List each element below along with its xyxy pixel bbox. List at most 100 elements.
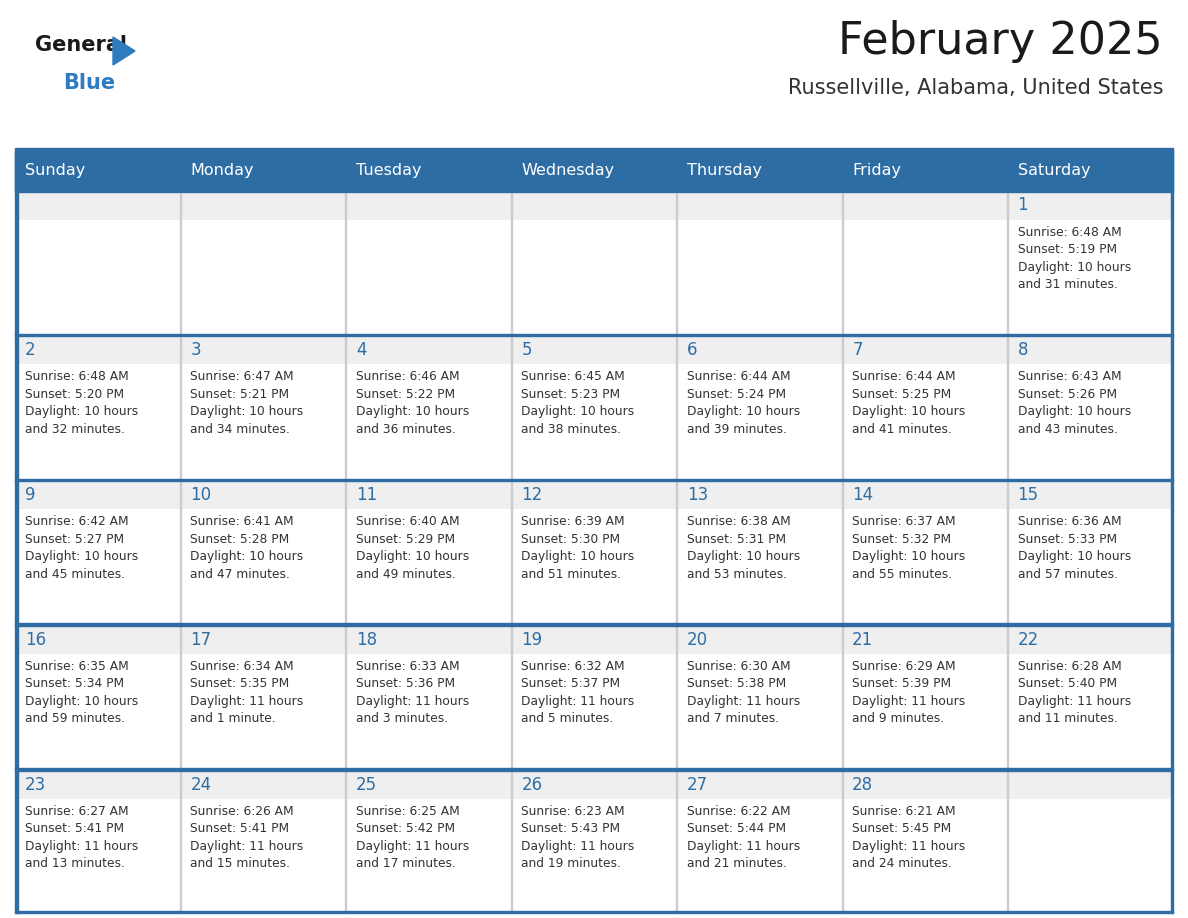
Text: Sunset: 5:45 PM: Sunset: 5:45 PM: [852, 823, 952, 835]
Bar: [842, 481, 1007, 509]
Bar: [1007, 771, 1173, 799]
Text: Sunrise: 6:21 AM: Sunrise: 6:21 AM: [852, 805, 956, 818]
Text: 22: 22: [1018, 631, 1038, 649]
Text: Daylight: 11 hours: Daylight: 11 hours: [852, 695, 966, 708]
Bar: [181, 481, 346, 623]
Text: Sunrise: 6:39 AM: Sunrise: 6:39 AM: [522, 515, 625, 528]
Text: Daylight: 11 hours: Daylight: 11 hours: [852, 840, 966, 853]
Text: 7: 7: [852, 341, 862, 359]
Text: Sunset: 5:24 PM: Sunset: 5:24 PM: [687, 387, 785, 401]
Text: 28: 28: [852, 776, 873, 794]
Text: Daylight: 10 hours: Daylight: 10 hours: [190, 550, 304, 563]
Bar: [15, 336, 181, 364]
Bar: [1007, 626, 1173, 768]
Text: Blue: Blue: [63, 73, 115, 93]
Text: and 39 minutes.: and 39 minutes.: [687, 423, 786, 436]
Text: 20: 20: [687, 631, 708, 649]
Text: Sunset: 5:39 PM: Sunset: 5:39 PM: [852, 677, 952, 690]
Text: Sunrise: 6:37 AM: Sunrise: 6:37 AM: [852, 515, 956, 528]
Text: Sunset: 5:28 PM: Sunset: 5:28 PM: [190, 532, 290, 545]
Text: Sunrise: 6:47 AM: Sunrise: 6:47 AM: [190, 370, 295, 384]
Bar: [1007, 336, 1173, 364]
Text: and 24 minutes.: and 24 minutes.: [852, 857, 952, 870]
Text: Sunset: 5:27 PM: Sunset: 5:27 PM: [25, 532, 124, 545]
Text: and 11 minutes.: and 11 minutes.: [1018, 712, 1118, 725]
Text: Daylight: 10 hours: Daylight: 10 hours: [25, 695, 138, 708]
Text: Sunrise: 6:46 AM: Sunrise: 6:46 AM: [356, 370, 460, 384]
Text: 25: 25: [356, 776, 377, 794]
Text: Sunrise: 6:36 AM: Sunrise: 6:36 AM: [1018, 515, 1121, 528]
Text: Sunset: 5:34 PM: Sunset: 5:34 PM: [25, 677, 124, 690]
Text: Sunset: 5:35 PM: Sunset: 5:35 PM: [190, 677, 290, 690]
Text: Daylight: 10 hours: Daylight: 10 hours: [522, 550, 634, 563]
Text: 10: 10: [190, 487, 211, 504]
Bar: [346, 626, 511, 654]
Bar: [1007, 771, 1173, 913]
Text: and 15 minutes.: and 15 minutes.: [190, 857, 290, 870]
Text: Sunrise: 6:30 AM: Sunrise: 6:30 AM: [687, 660, 790, 673]
Text: Sunset: 5:31 PM: Sunset: 5:31 PM: [687, 532, 785, 545]
Text: Sunrise: 6:45 AM: Sunrise: 6:45 AM: [522, 370, 625, 384]
Text: Daylight: 10 hours: Daylight: 10 hours: [1018, 261, 1131, 274]
Text: Sunrise: 6:43 AM: Sunrise: 6:43 AM: [1018, 370, 1121, 384]
Bar: [842, 481, 1007, 623]
Text: Daylight: 11 hours: Daylight: 11 hours: [522, 695, 634, 708]
Text: Daylight: 11 hours: Daylight: 11 hours: [190, 695, 304, 708]
Text: Sunrise: 6:33 AM: Sunrise: 6:33 AM: [356, 660, 460, 673]
Bar: [842, 626, 1007, 654]
Text: Sunset: 5:40 PM: Sunset: 5:40 PM: [1018, 677, 1117, 690]
Text: Sunset: 5:32 PM: Sunset: 5:32 PM: [852, 532, 952, 545]
Text: 24: 24: [190, 776, 211, 794]
Bar: [181, 336, 346, 478]
Text: Daylight: 11 hours: Daylight: 11 hours: [1018, 695, 1131, 708]
Text: and 53 minutes.: and 53 minutes.: [687, 567, 786, 580]
Bar: [1007, 481, 1173, 623]
Bar: [15, 151, 1173, 189]
Text: Sunset: 5:29 PM: Sunset: 5:29 PM: [356, 532, 455, 545]
Bar: [842, 192, 1007, 334]
Text: and 41 minutes.: and 41 minutes.: [852, 423, 952, 436]
Bar: [842, 336, 1007, 478]
Text: and 1 minute.: and 1 minute.: [190, 712, 276, 725]
Text: Sunrise: 6:48 AM: Sunrise: 6:48 AM: [1018, 226, 1121, 239]
Bar: [511, 771, 677, 913]
Bar: [15, 336, 181, 478]
Text: Sunrise: 6:38 AM: Sunrise: 6:38 AM: [687, 515, 790, 528]
Bar: [677, 192, 842, 334]
Text: Daylight: 11 hours: Daylight: 11 hours: [25, 840, 138, 853]
Bar: [15, 192, 181, 334]
Bar: [15, 771, 181, 799]
Bar: [181, 771, 346, 799]
Text: February 2025: February 2025: [839, 20, 1163, 63]
Text: Saturday: Saturday: [1018, 162, 1091, 177]
Text: Daylight: 11 hours: Daylight: 11 hours: [356, 840, 469, 853]
Bar: [15, 626, 181, 768]
Bar: [1170, 151, 1173, 913]
Text: 15: 15: [1018, 487, 1038, 504]
Bar: [15, 623, 1173, 626]
Bar: [842, 336, 1007, 364]
Text: Sunrise: 6:42 AM: Sunrise: 6:42 AM: [25, 515, 128, 528]
Text: Monday: Monday: [190, 162, 254, 177]
Text: Daylight: 10 hours: Daylight: 10 hours: [356, 406, 469, 419]
Text: Sunrise: 6:27 AM: Sunrise: 6:27 AM: [25, 805, 128, 818]
Text: Daylight: 10 hours: Daylight: 10 hours: [25, 550, 138, 563]
Bar: [842, 771, 1007, 799]
Text: Sunrise: 6:48 AM: Sunrise: 6:48 AM: [25, 370, 128, 384]
Text: and 7 minutes.: and 7 minutes.: [687, 712, 779, 725]
Text: Sunset: 5:23 PM: Sunset: 5:23 PM: [522, 387, 620, 401]
Text: Russellville, Alabama, United States: Russellville, Alabama, United States: [788, 78, 1163, 98]
Bar: [346, 336, 511, 478]
Text: 14: 14: [852, 487, 873, 504]
Text: 9: 9: [25, 487, 36, 504]
Bar: [511, 192, 677, 334]
Bar: [346, 192, 511, 219]
Bar: [181, 626, 346, 768]
Text: Sunset: 5:37 PM: Sunset: 5:37 PM: [522, 677, 620, 690]
Bar: [15, 481, 181, 623]
Bar: [1007, 626, 1173, 654]
Text: and 17 minutes.: and 17 minutes.: [356, 857, 456, 870]
Text: Daylight: 11 hours: Daylight: 11 hours: [190, 840, 304, 853]
Text: 27: 27: [687, 776, 708, 794]
Bar: [346, 481, 511, 509]
